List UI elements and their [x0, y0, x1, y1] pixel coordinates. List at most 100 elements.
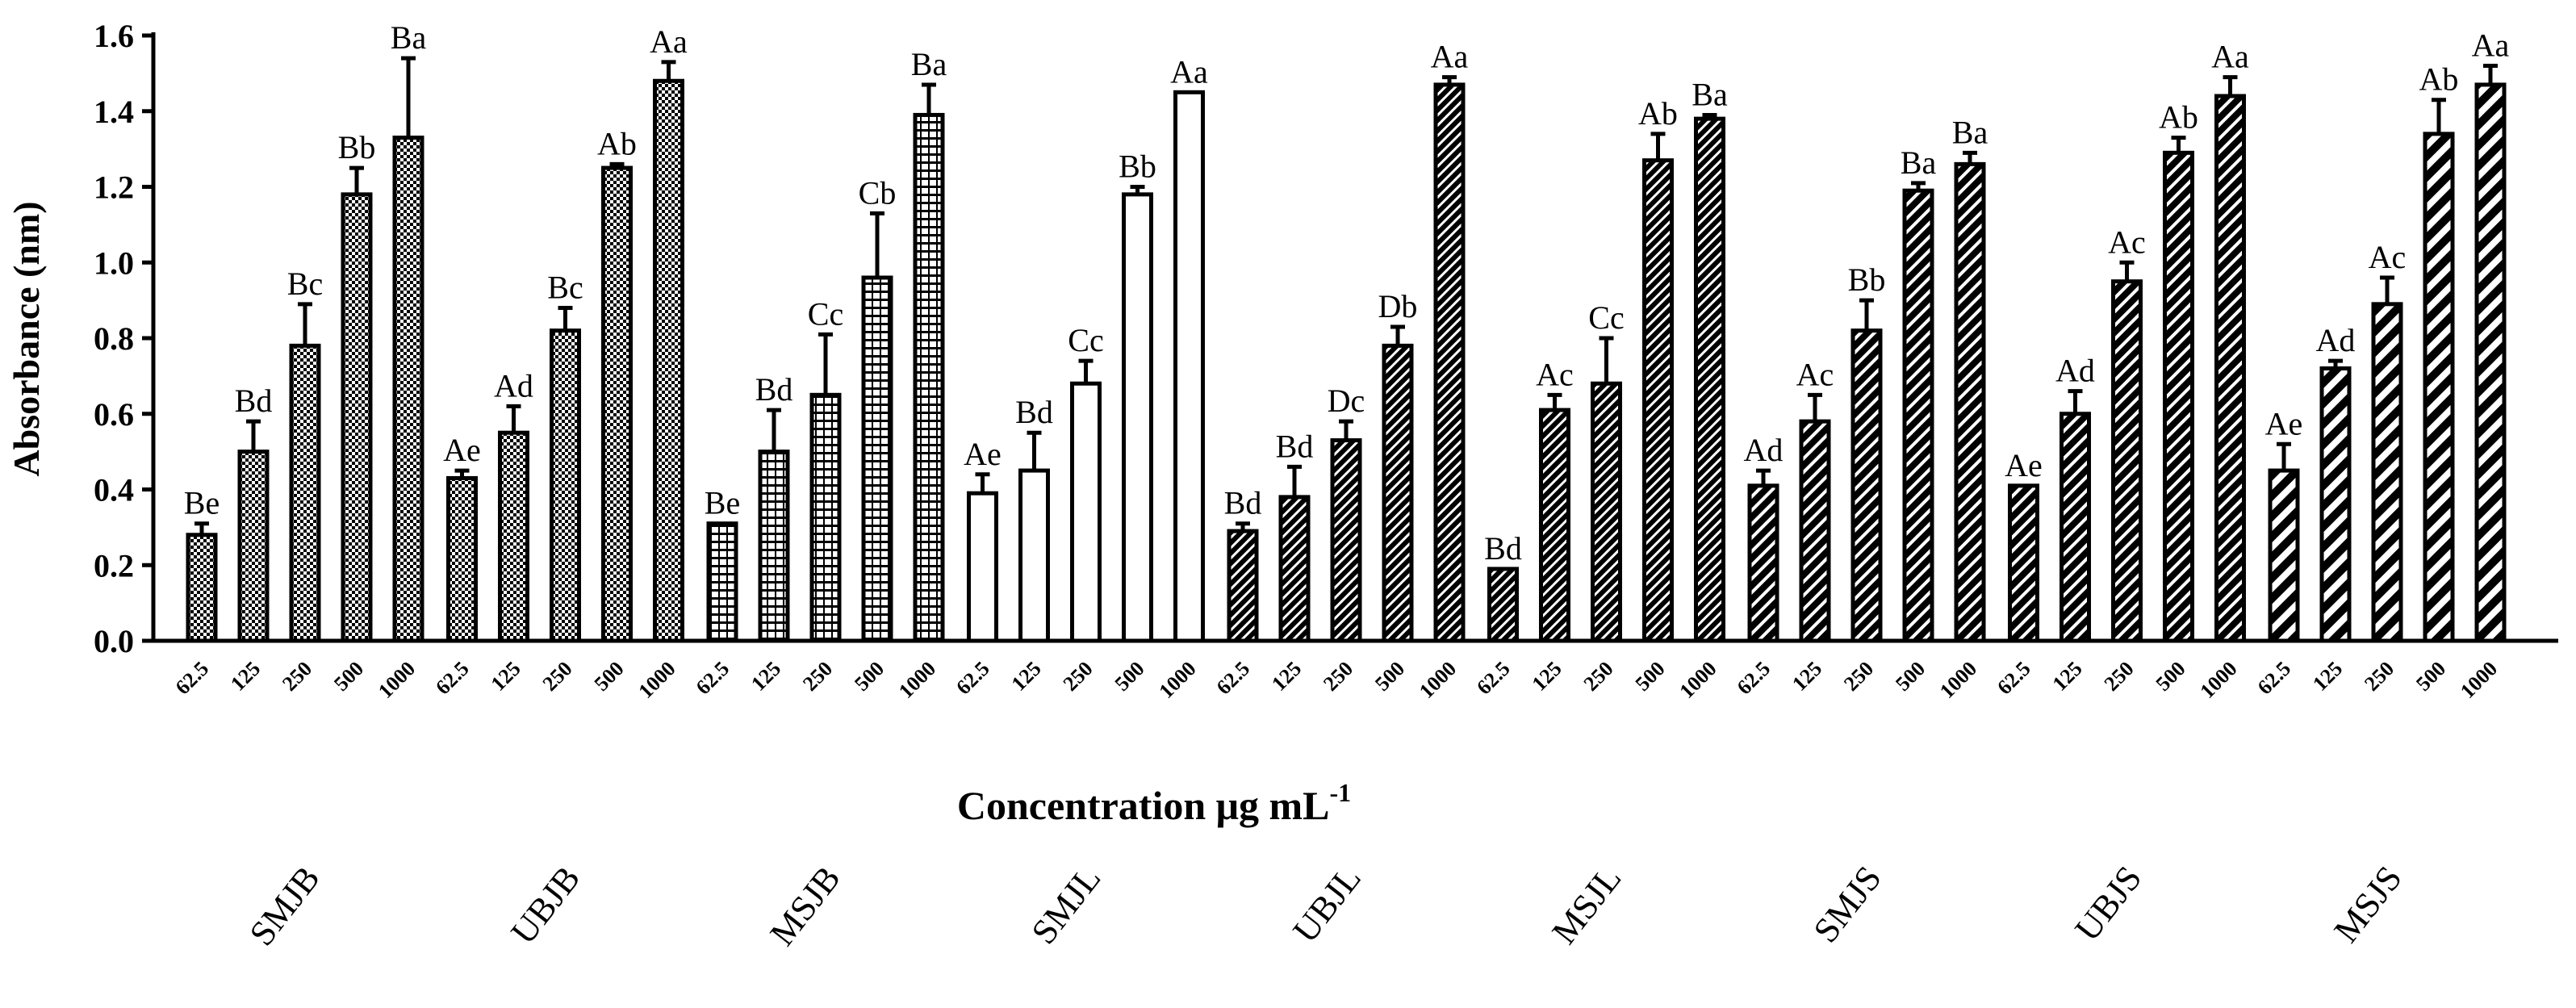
bar-group-msjs: Ae Ad Ac Ab Aa — [2265, 27, 2510, 643]
x-tick-label: 125 — [2308, 657, 2347, 696]
x-tick-label: 500 — [1370, 657, 1409, 696]
x-tick-label: 500 — [1631, 657, 1670, 696]
x-tick-label: 500 — [590, 657, 629, 696]
y-tick-label: 0.4 — [94, 472, 134, 508]
x-tick-label: 1000 — [1415, 657, 1461, 703]
bar — [1382, 343, 1414, 643]
bar — [186, 533, 218, 643]
y-tick-label: 0.0 — [94, 623, 134, 659]
data-label: Cc — [1068, 322, 1103, 358]
group-label-smjs: SMJS — [1806, 859, 1889, 950]
x-tick-label: 500 — [329, 657, 368, 696]
bar-group-smjs: Ad Ac Bb Ba Ba — [1744, 114, 1988, 643]
bar — [1227, 529, 1259, 643]
bar — [1070, 381, 1102, 643]
data-label: Ac — [2108, 224, 2146, 260]
bar-group-ubjb: Ae Ad Bc Ab Aa — [443, 23, 688, 643]
data-label: Be — [184, 485, 220, 521]
data-label: Ba — [911, 46, 947, 82]
x-tick-label: 500 — [850, 657, 889, 696]
x-tick-label: 1000 — [2195, 657, 2241, 703]
x-tick-label: 62.5 — [1472, 657, 1515, 700]
x-tick-label: 62.5 — [431, 657, 474, 700]
bar — [967, 491, 998, 643]
data-label: Bb — [338, 129, 376, 165]
bar-group-ubjs: Ae Ad Ac Ab Aa — [2005, 39, 2249, 643]
group-label-ubjs: UBJS — [2068, 859, 2150, 948]
group-label-msjs: MSJS — [2327, 859, 2410, 950]
data-label: Ab — [597, 125, 637, 161]
data-label: Ae — [443, 432, 481, 468]
data-label: Aa — [2472, 27, 2510, 64]
x-tick-label: 250 — [1839, 657, 1878, 696]
x-tick-label: 62.5 — [171, 657, 214, 700]
y-tick-label: 1.6 — [94, 18, 134, 54]
x-tick-label: 1000 — [374, 657, 420, 703]
data-label: Bd — [235, 383, 273, 419]
bar-group-msjb: Be Bd Cc Cb Ba — [705, 46, 947, 643]
data-label: Bd — [1224, 485, 1262, 521]
group-label-smjb: SMJB — [241, 859, 327, 953]
data-label: Ba — [1901, 144, 1937, 181]
bar — [1433, 82, 1466, 643]
bar — [2371, 302, 2403, 643]
bar — [446, 475, 478, 643]
bar — [2163, 150, 2194, 643]
bar — [1591, 381, 1622, 643]
x-tick-label: 125 — [226, 657, 265, 696]
x-tick-label: 1000 — [1935, 657, 1981, 703]
x-tick-label: 500 — [1891, 657, 1930, 696]
bar — [653, 78, 684, 643]
x-tick-label: 1000 — [2456, 657, 2502, 703]
y-tick-label: 1.2 — [94, 169, 134, 206]
bar — [1539, 408, 1570, 643]
bar-group-msjl: Bd Ac Cc Ab Ba — [1484, 76, 1728, 643]
bar — [1642, 158, 1674, 643]
x-tick-label: 62.5 — [1212, 657, 1255, 700]
data-label: Cb — [859, 174, 897, 211]
data-label: Aa — [1431, 39, 1469, 75]
x-tick-label: 250 — [1319, 657, 1357, 696]
data-label: Bd — [1015, 394, 1053, 430]
y-tick-label: 0.6 — [94, 396, 134, 433]
bar — [1747, 483, 1779, 643]
data-label: Bd — [755, 371, 793, 408]
bar — [913, 112, 945, 643]
data-label: Bd — [1276, 428, 1314, 464]
data-label: Bb — [1848, 261, 1886, 298]
bar — [1799, 419, 1831, 643]
x-tick-label: 125 — [746, 657, 785, 696]
data-label: Be — [705, 485, 740, 521]
data-label: Ab — [2419, 61, 2459, 98]
data-label: Bc — [547, 270, 583, 306]
bar — [809, 392, 842, 643]
bar-series: Be Bd Bc Bb Ba Ae Ad Bc Ab Aa Be Bd Cc Cb Ba Ae Bd Cc Bb Aa… — [184, 19, 2510, 643]
x-tick-label: 250 — [1579, 657, 1618, 696]
bar — [1018, 468, 1050, 643]
bar — [758, 450, 790, 643]
data-label: Ac — [2369, 239, 2407, 275]
group-label-msjb: MSJB — [762, 859, 847, 953]
bar — [1694, 116, 1725, 643]
bar — [1173, 90, 1205, 643]
x-tick-label: 250 — [538, 657, 577, 696]
x-tick-label: 1000 — [1154, 657, 1200, 703]
group-labels: SMJB UBJB MSJB SMJL UBJL MSJL SMJS UBJS MSJS — [241, 859, 2409, 953]
data-label: Ad — [2316, 322, 2356, 358]
bar — [601, 165, 633, 643]
data-label: Cc — [808, 295, 843, 332]
bar — [237, 450, 270, 643]
data-label: Aa — [2211, 39, 2249, 75]
data-label: Aa — [1170, 53, 1208, 90]
bar — [2214, 94, 2246, 643]
x-tick-label: 250 — [2360, 657, 2398, 696]
group-label-msjl: MSJL — [1545, 859, 1629, 952]
bar — [1122, 192, 1153, 643]
bar — [1487, 567, 1519, 643]
bar — [2319, 366, 2352, 643]
bar — [1278, 495, 1311, 643]
group-label-ubjl: UBJL — [1286, 859, 1369, 950]
x-tick-label: 250 — [278, 657, 316, 696]
x-tick-label: 62.5 — [2253, 657, 2296, 700]
